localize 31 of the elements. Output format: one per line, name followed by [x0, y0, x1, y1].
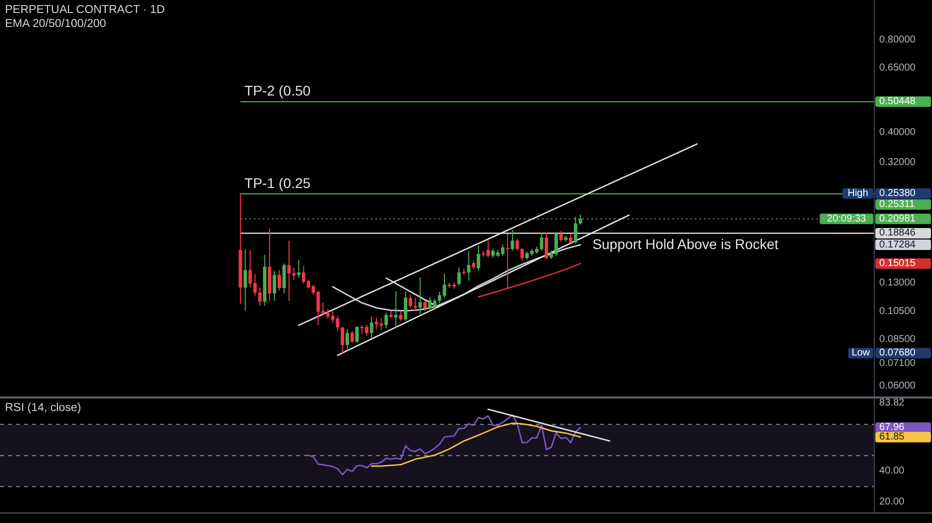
y-tick-label: 20.00: [879, 496, 905, 508]
y-tick-label: 0.07100: [879, 358, 916, 370]
annotation: TP-1 (0.25: [244, 174, 311, 191]
ref-line-label: 0.50448: [879, 96, 916, 108]
y-tick-label: 0.80000: [879, 34, 916, 46]
y-tick-label: 40.00: [879, 466, 905, 477]
y-tick-label: 0.06000: [879, 380, 916, 392]
ref-line-label: 0.18846: [879, 228, 916, 239]
ref-line-label: 0.25311: [879, 198, 916, 210]
text: EMA 20/50/100/200: [5, 18, 106, 30]
y-tick-label: 0.25380: [879, 188, 916, 199]
y-tick-label: 0.13000: [879, 277, 916, 288]
annotation: Low: [852, 348, 871, 359]
y-tick-label: 0.07680: [879, 348, 916, 359]
y-tick-label: 0.10500: [879, 306, 916, 317]
y-tick-label: 83.82: [879, 397, 905, 408]
annotation: 20:09:33: [827, 213, 866, 224]
chart-title: PERPETUAL CONTRACT · 1D: [5, 4, 165, 16]
annotation: High: [848, 188, 868, 199]
y-tick-label: 61.85: [879, 432, 905, 443]
annotation: Support Hold Above is Rocket: [592, 236, 779, 252]
annotation: TP-2 (0.50: [244, 82, 311, 99]
y-tick-label: 0.17284: [879, 239, 916, 250]
y-tick-label: 0.40000: [879, 127, 916, 138]
y-tick-label: 0.32000: [879, 156, 916, 168]
y-tick-label: 0.08500: [879, 334, 916, 346]
y-tick-label: 0.20981: [879, 213, 916, 224]
y-tick-label: 0.65000: [879, 62, 916, 74]
chart-title: RSI (14, close): [5, 402, 82, 414]
y-tick-label: 0.15015: [879, 258, 916, 270]
y-tick-label: 67.96: [879, 422, 905, 434]
